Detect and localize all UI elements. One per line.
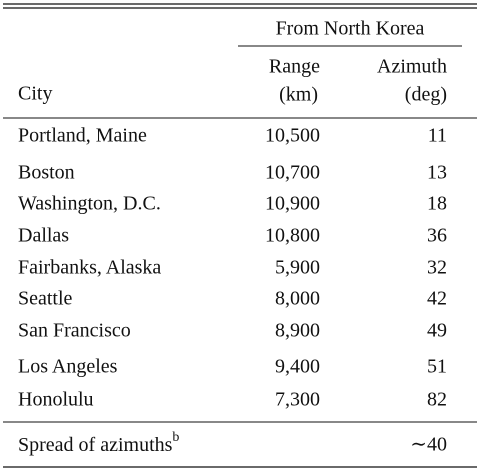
azimuth-cell: 13 [427,162,447,184]
footer-label-text: Spread of azimuths [18,434,173,456]
city-cell: Honolulu [18,389,94,411]
azimuth-cell: 49 [427,320,447,342]
range-cell: 8,900 [275,320,320,342]
range-cell: 10,700 [265,162,320,184]
range-cell: 5,900 [275,257,320,279]
column-header: Range [269,56,320,78]
range-cell: 9,400 [275,356,320,378]
azimuth-cell: 36 [427,225,447,247]
range-cell: 7,300 [275,389,320,411]
range-cell: 8,000 [275,288,320,310]
azimuth-cell: 11 [428,125,447,147]
footnote-mark: b [172,430,179,445]
range-cell: 10,800 [265,225,320,247]
column-header: (deg) [405,84,447,106]
group-header: From North Korea [276,18,425,40]
city-cell: Dallas [18,225,69,247]
city-cell: San Francisco [18,320,131,342]
range-cell: 10,900 [265,193,320,215]
column-header: (km) [279,84,318,106]
azimuth-cell: 18 [427,193,447,215]
range-cell: 10,500 [265,125,320,147]
azimuth-cell: 82 [427,389,447,411]
footer-value: ∼40 [410,434,447,456]
city-cell: Los Angeles [18,356,118,378]
city-cell: Portland, Maine [18,125,147,147]
city-cell: Seattle [18,288,73,310]
azimuth-cell: 32 [427,257,447,279]
city-cell: Washington, D.C. [18,193,161,215]
column-header: Azimuth [377,56,447,78]
city-cell: Boston [18,162,75,184]
azimuth-cell: 42 [427,288,447,310]
column-header: City [18,83,52,105]
table-body: Portland, Maine 10,500 11 Boston 10,700 13 Was… [18,125,447,411]
city-cell: Fairbanks, Alaska [18,257,161,279]
footer-label: Spread of azimuthsb [18,430,179,455]
azimuth-cell: 51 [427,356,447,378]
